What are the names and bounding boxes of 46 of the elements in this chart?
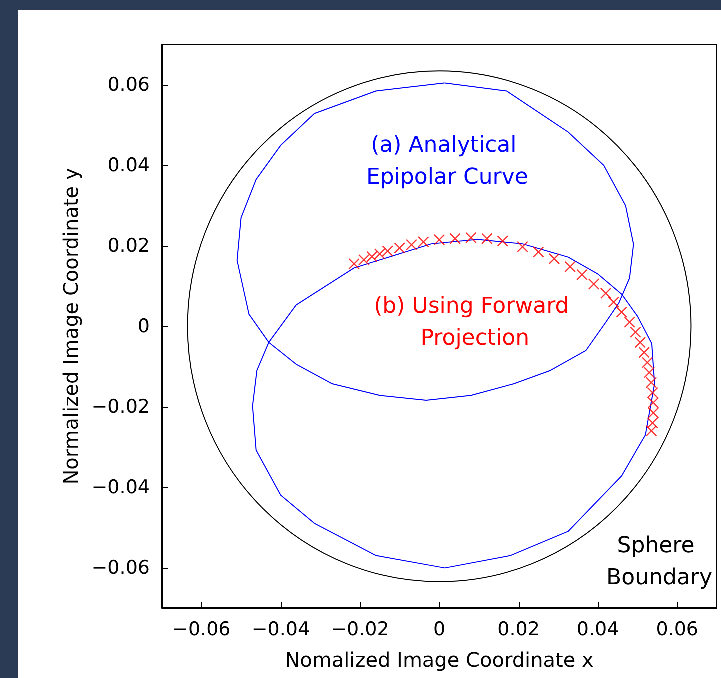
point [482, 233, 493, 244]
y-tick-label: 0.06 [108, 74, 150, 96]
x-tick-label: −0.06 [172, 618, 231, 640]
point [608, 296, 620, 308]
x-tick-label: −0.04 [252, 618, 310, 640]
y-tick-label: −0.04 [92, 476, 150, 498]
x-tick-label: −0.02 [331, 618, 390, 640]
y-tick-label: −0.06 [92, 556, 150, 579]
y-tick-label: −0.02 [92, 396, 150, 418]
point [576, 270, 588, 281]
point [646, 426, 658, 437]
point [374, 248, 386, 260]
point [517, 241, 528, 252]
series-label: (a) Analytical Epipolar Curve [366, 133, 528, 190]
point [564, 261, 576, 272]
y-tick-label: 0.04 [108, 154, 150, 177]
x-tick-label: 0.04 [576, 618, 620, 640]
point [450, 233, 461, 244]
series-label: (b) Using Forward Projection [374, 294, 576, 351]
point [588, 278, 600, 290]
point [642, 357, 654, 368]
point [366, 251, 378, 262]
x-axis-title: Nomalized Image Coordinate x [285, 648, 594, 672]
point [624, 316, 636, 328]
point [648, 397, 660, 408]
point [647, 418, 658, 429]
point [647, 387, 658, 398]
point [497, 236, 508, 247]
point [638, 347, 650, 358]
point [418, 236, 430, 248]
y-axis-title: Normalized Image Coordinate y [58, 168, 83, 485]
y-tick-label: 0 [138, 316, 150, 338]
point [630, 327, 642, 338]
x-tick-label: 0.06 [656, 618, 699, 640]
y-tick-label: 0.02 [108, 235, 150, 258]
annotation: Sphere Boundary [606, 533, 712, 590]
point [616, 306, 628, 318]
point [646, 377, 658, 388]
point [358, 254, 370, 266]
x-tick-label: 0.02 [498, 618, 540, 640]
point [644, 367, 656, 378]
x-tick-label: 0 [433, 618, 446, 640]
point [382, 246, 394, 257]
point [533, 246, 544, 258]
point [394, 242, 406, 254]
point [466, 232, 477, 244]
